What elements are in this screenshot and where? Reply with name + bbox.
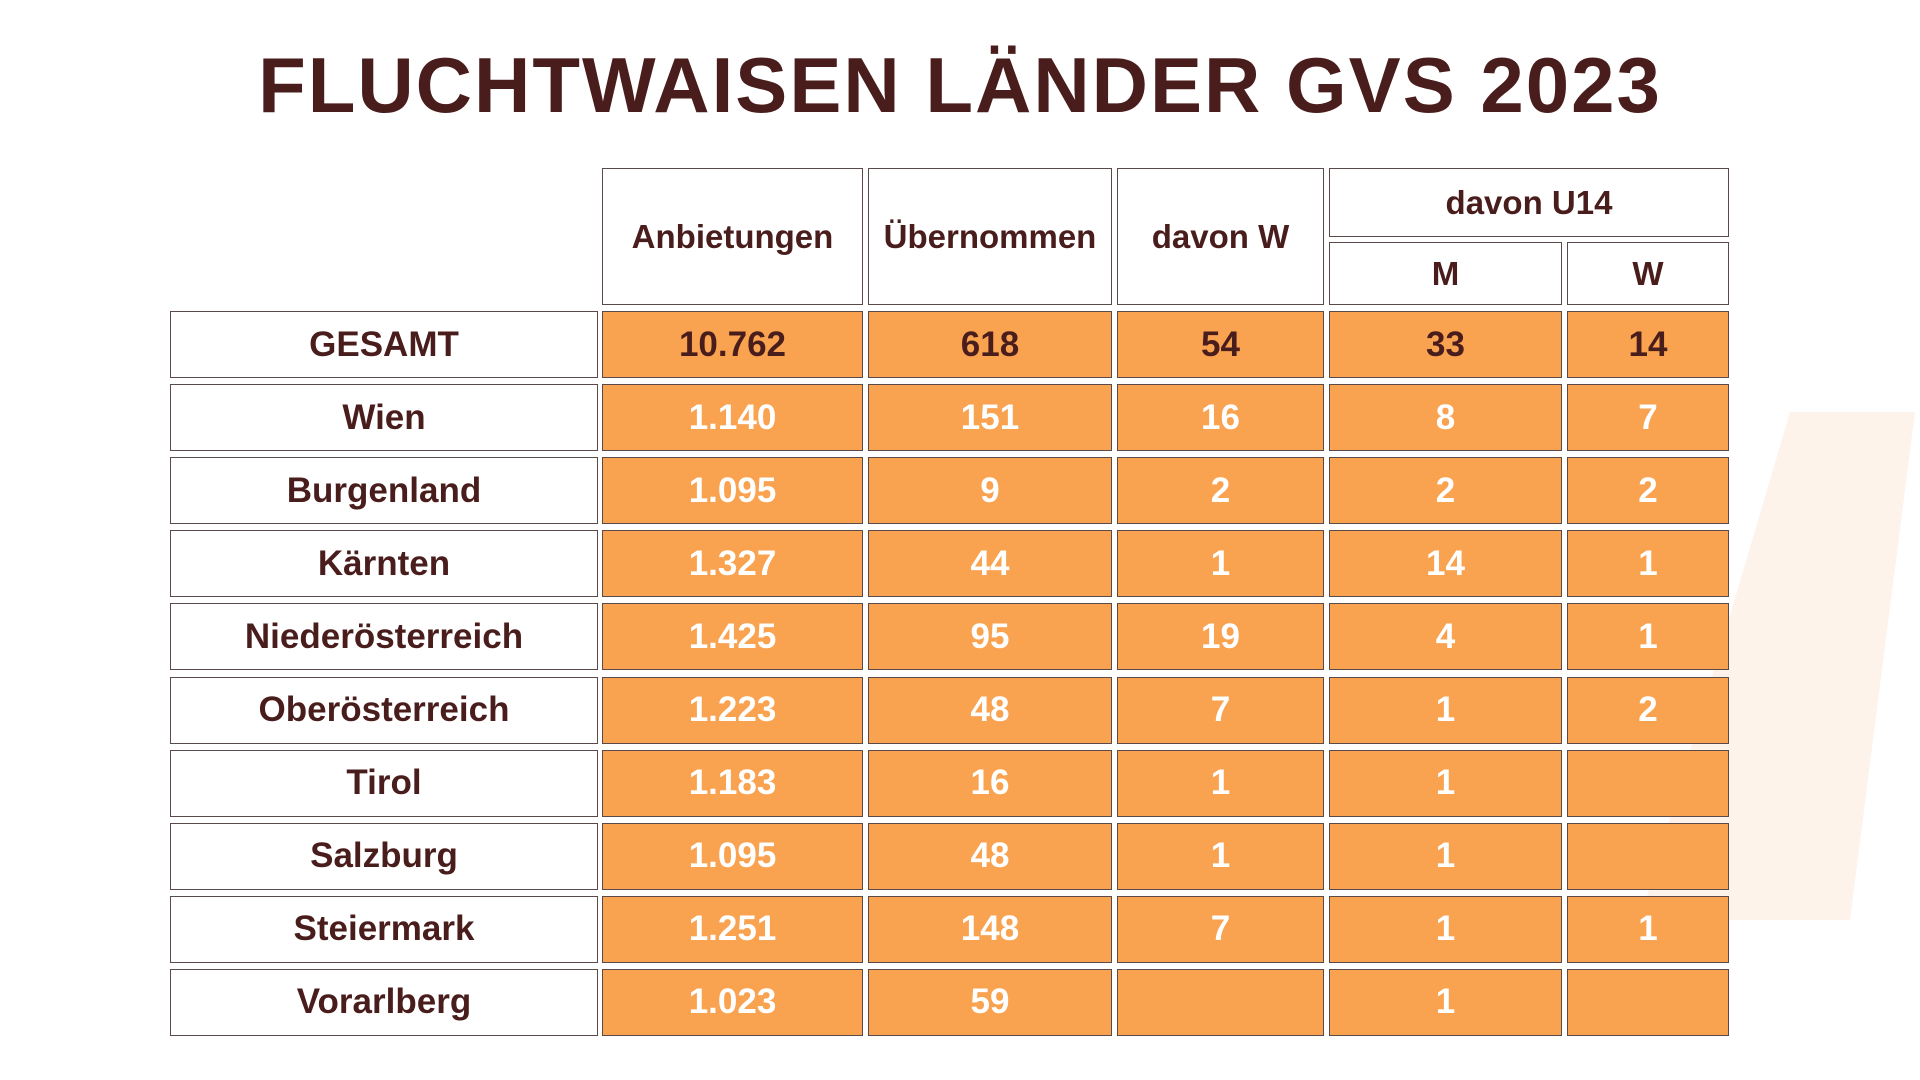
- table-cell: 9: [868, 457, 1112, 525]
- table-cell: [1567, 968, 1729, 1036]
- table-cell: 1.251: [602, 895, 863, 963]
- table-cell: 2: [1567, 676, 1729, 744]
- table-cell: 1.327: [602, 530, 863, 598]
- table-cell: 7: [1567, 384, 1729, 452]
- row-label: GESAMT: [170, 311, 598, 378]
- table-cell: 1.023: [602, 968, 863, 1036]
- row-label: Tirol: [170, 749, 598, 817]
- sub-header: M: [1329, 242, 1562, 305]
- table-cell: 148: [868, 895, 1112, 963]
- row-label: Kärnten: [170, 530, 598, 598]
- table-cell: 1: [1117, 530, 1324, 598]
- row-label: Niederösterreich: [170, 603, 598, 671]
- table-cell: 1: [1329, 676, 1562, 744]
- table-cell: 14: [1329, 530, 1562, 598]
- table-cell: 8: [1329, 384, 1562, 452]
- table-cell: 7: [1117, 895, 1324, 963]
- column-header: davon U14: [1329, 168, 1729, 237]
- table-cell: 1: [1567, 530, 1729, 598]
- table-cell: [1567, 749, 1729, 817]
- table-cell: 151: [868, 384, 1112, 452]
- row-label: Steiermark: [170, 895, 598, 963]
- sub-header: W: [1567, 242, 1729, 305]
- table-cell: [1567, 822, 1729, 890]
- table-cell: 1.183: [602, 749, 863, 817]
- row-label: Burgenland: [170, 457, 598, 525]
- table-cell: 44: [868, 530, 1112, 598]
- table-cell: 1: [1567, 603, 1729, 671]
- table-cell: 1: [1329, 822, 1562, 890]
- table-cell: 48: [868, 822, 1112, 890]
- column-header: Anbietungen: [602, 168, 863, 305]
- table-cell: 1: [1117, 822, 1324, 890]
- table-cell: 1: [1329, 968, 1562, 1036]
- table-cell: 1.140: [602, 384, 863, 452]
- table-cell: 1.095: [602, 822, 863, 890]
- table-cell: [1117, 968, 1324, 1036]
- row-label: Wien: [170, 384, 598, 452]
- table-cell: 48: [868, 676, 1112, 744]
- table-cell: 4: [1329, 603, 1562, 671]
- table-cell: 1.223: [602, 676, 863, 744]
- table-cell: 19: [1117, 603, 1324, 671]
- table-cell: 10.762: [602, 311, 863, 378]
- row-label: Vorarlberg: [170, 968, 598, 1036]
- table-cell: 7: [1117, 676, 1324, 744]
- table-cell: 2: [1117, 457, 1324, 525]
- table-cell: 59: [868, 968, 1112, 1036]
- table-cell: 1.425: [602, 603, 863, 671]
- table-cell: 1.095: [602, 457, 863, 525]
- row-label: Oberösterreich: [170, 676, 598, 744]
- table-cell: 14: [1567, 311, 1729, 378]
- table-cell: 95: [868, 603, 1112, 671]
- table-cell: 618: [868, 311, 1112, 378]
- table-cell: 1: [1567, 895, 1729, 963]
- title: FLUCHTWAISEN LÄNDER GVS 2023: [258, 41, 1662, 129]
- table-cell: 1: [1117, 749, 1324, 817]
- table-cell: 1: [1329, 749, 1562, 817]
- row-label: Salzburg: [170, 822, 598, 890]
- table-cell: 1: [1329, 895, 1562, 963]
- column-header: Übernommen: [868, 168, 1112, 305]
- table-cell: 33: [1329, 311, 1562, 378]
- table-cell: 16: [1117, 384, 1324, 452]
- table-cell: 2: [1567, 457, 1729, 525]
- table-cell: 54: [1117, 311, 1324, 378]
- table-cell: 16: [868, 749, 1112, 817]
- column-header: davon W: [1117, 168, 1324, 305]
- table-cell: 2: [1329, 457, 1562, 525]
